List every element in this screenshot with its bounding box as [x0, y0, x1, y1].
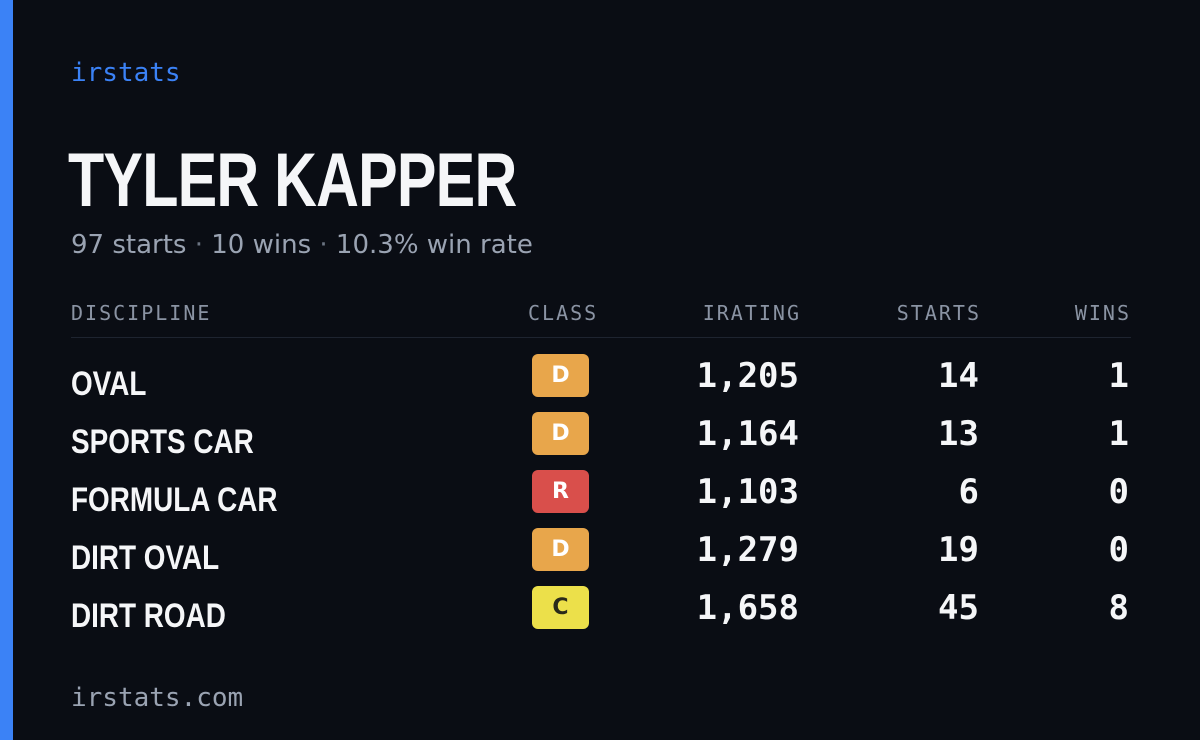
summary-separator: · — [194, 230, 203, 260]
class-badge: R — [532, 470, 589, 513]
class-badge: D — [532, 528, 589, 571]
starts-cell: 19 — [938, 530, 979, 570]
irating-cell: 1,205 — [696, 356, 799, 396]
brand-logo-text[interactable]: irstats — [71, 58, 181, 88]
irating-cell: 1,103 — [696, 472, 799, 512]
footer-url[interactable]: irstats.com — [71, 683, 244, 713]
table-row[interactable]: DIRT OVAL D 1,279 19 0 — [71, 528, 1131, 586]
header-discipline: DISCIPLINE — [71, 301, 212, 325]
table-row[interactable]: DIRT ROAD C 1,658 45 8 — [71, 586, 1131, 644]
table-row[interactable]: OVAL D 1,205 14 1 — [71, 354, 1131, 412]
summary-separator: · — [319, 230, 328, 260]
irating-cell: 1,658 — [696, 588, 799, 628]
starts-summary: 97 starts — [71, 230, 187, 260]
wins-cell: 0 — [1108, 530, 1129, 570]
win-rate-summary: 10.3% win rate — [335, 230, 533, 260]
class-badge: D — [532, 412, 589, 455]
table-header: DISCIPLINE CLASS IRATING STARTS WINS — [71, 300, 1131, 338]
class-badge: C — [532, 586, 589, 629]
irating-cell: 1,279 — [696, 530, 799, 570]
accent-bar — [0, 0, 13, 740]
driver-name: TYLER KAPPER — [68, 138, 517, 223]
discipline-cell: OVAL — [71, 365, 147, 403]
header-irating: IRATING — [702, 301, 801, 325]
class-badge: D — [532, 354, 589, 397]
table-row[interactable]: SPORTS CAR D 1,164 13 1 — [71, 412, 1131, 470]
header-starts: STARTS — [896, 301, 981, 325]
driver-summary: 97 starts · 10 wins · 10.3% win rate — [71, 228, 533, 262]
wins-summary: 10 wins — [211, 230, 312, 260]
irating-cell: 1,164 — [696, 414, 799, 454]
wins-cell: 1 — [1108, 356, 1129, 396]
starts-cell: 6 — [958, 472, 979, 512]
header-wins: WINS — [1074, 301, 1131, 325]
wins-cell: 8 — [1108, 588, 1129, 628]
starts-cell: 13 — [938, 414, 979, 454]
table-row[interactable]: FORMULA CAR R 1,103 6 0 — [71, 470, 1131, 528]
discipline-cell: FORMULA CAR — [71, 481, 278, 519]
wins-cell: 1 — [1108, 414, 1129, 454]
wins-cell: 0 — [1108, 472, 1129, 512]
starts-cell: 14 — [938, 356, 979, 396]
header-class: CLASS — [528, 301, 599, 325]
discipline-cell: SPORTS CAR — [71, 423, 254, 461]
discipline-cell: DIRT ROAD — [71, 597, 226, 635]
starts-cell: 45 — [938, 588, 979, 628]
discipline-cell: DIRT OVAL — [71, 539, 220, 577]
